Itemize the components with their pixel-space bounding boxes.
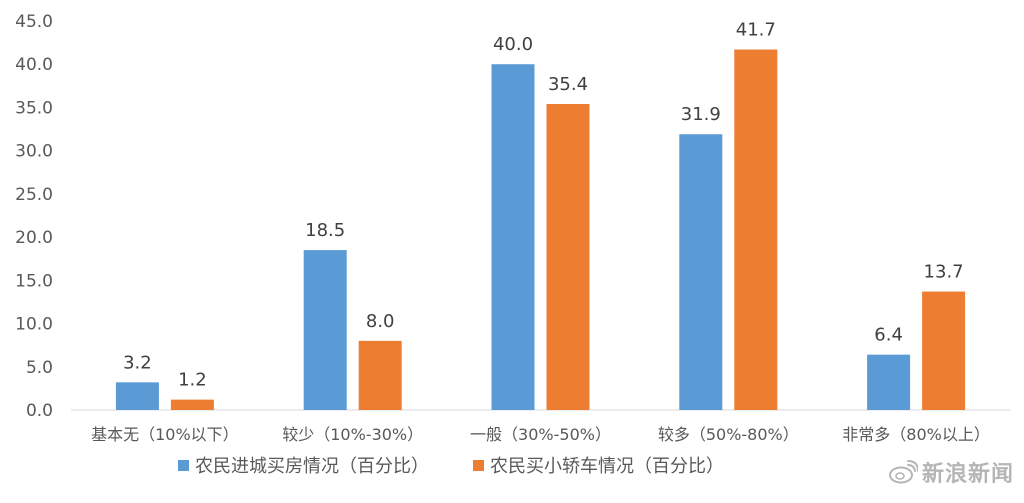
data-label: 31.9: [681, 104, 721, 125]
y-tick-label: 25.0: [15, 185, 53, 205]
y-tick-label: 5.0: [26, 358, 53, 378]
data-labels: 3.2 1.2 18.5 8.0 40.0 35.4 31.9 41.7 6.4 13.7: [123, 20, 964, 391]
legend: 农民进城买房情况（百分比） 农民买小轿车情况（百分比）: [178, 452, 768, 478]
category-label: 非常多（80%以上）: [842, 425, 990, 444]
bar-series-2-1: [170, 399, 214, 410]
bar-series-1-1: [115, 382, 159, 410]
y-tick-label: 0.0: [26, 401, 53, 421]
y-tick-label: 30.0: [15, 142, 53, 162]
category-label: 一般（30%-50%）: [470, 425, 611, 444]
bar-series-2-3: [546, 103, 590, 410]
data-label: 1.2: [178, 370, 207, 391]
y-tick-label: 40.0: [15, 55, 53, 75]
data-label: 18.5: [305, 220, 345, 241]
bar-series-1-2: [303, 250, 347, 410]
legend-label-series-2: 农民买小轿车情况（百分比）: [490, 456, 724, 477]
legend-item-series-2: 农民买小轿车情况（百分比）: [473, 452, 724, 478]
bars: [115, 49, 966, 410]
bar-series-1-4: [679, 134, 723, 410]
weibo-icon: [888, 460, 918, 484]
category-label: 较少（10%-30%）: [282, 425, 423, 444]
legend-item-series-1: 农民进城买房情况（百分比）: [178, 452, 429, 478]
y-tick-label: 20.0: [15, 228, 53, 248]
data-label: 3.2: [123, 352, 152, 373]
bar-series-2-4: [734, 49, 778, 410]
legend-swatch-series-1: [178, 459, 189, 471]
bar-series-2-5: [922, 291, 966, 410]
data-label: 13.7: [924, 262, 964, 283]
y-tick-label: 10.0: [15, 315, 53, 335]
legend-swatch-series-2: [473, 459, 484, 471]
y-tick-label: 35.0: [15, 98, 53, 118]
category-label: 较多（50%-80%）: [658, 425, 799, 444]
y-tick-label: 15.0: [15, 271, 53, 291]
bar-chart: 0.0 5.0 10.0 15.0 20.0 25.0 30.0 35.0 40.0 45.0 3…: [15, 12, 1010, 444]
legend-label-series-1: 农民进城买房情况（百分比）: [195, 456, 429, 477]
bar-series-1-3: [491, 64, 535, 410]
data-label: 6.4: [874, 325, 903, 346]
watermark: 新浪新闻: [888, 456, 1014, 488]
y-axis: 0.0 5.0 10.0 15.0 20.0 25.0 30.0 35.0 40.0 45.0: [15, 12, 53, 421]
watermark-text: 新浪新闻: [921, 462, 1014, 487]
data-label: 8.0: [366, 311, 395, 332]
data-label: 40.0: [493, 34, 533, 55]
x-axis-categories: 基本无（10%以下） 较少（10%-30%） 一般（30%-50%） 较多（50%-8…: [91, 425, 990, 444]
category-label: 基本无（10%以下）: [91, 425, 239, 444]
bar-series-1-5: [867, 354, 911, 410]
data-label: 41.7: [736, 20, 776, 41]
bar-series-2-2: [358, 340, 402, 410]
y-tick-label: 45.0: [15, 12, 53, 32]
data-label: 35.4: [548, 74, 588, 95]
